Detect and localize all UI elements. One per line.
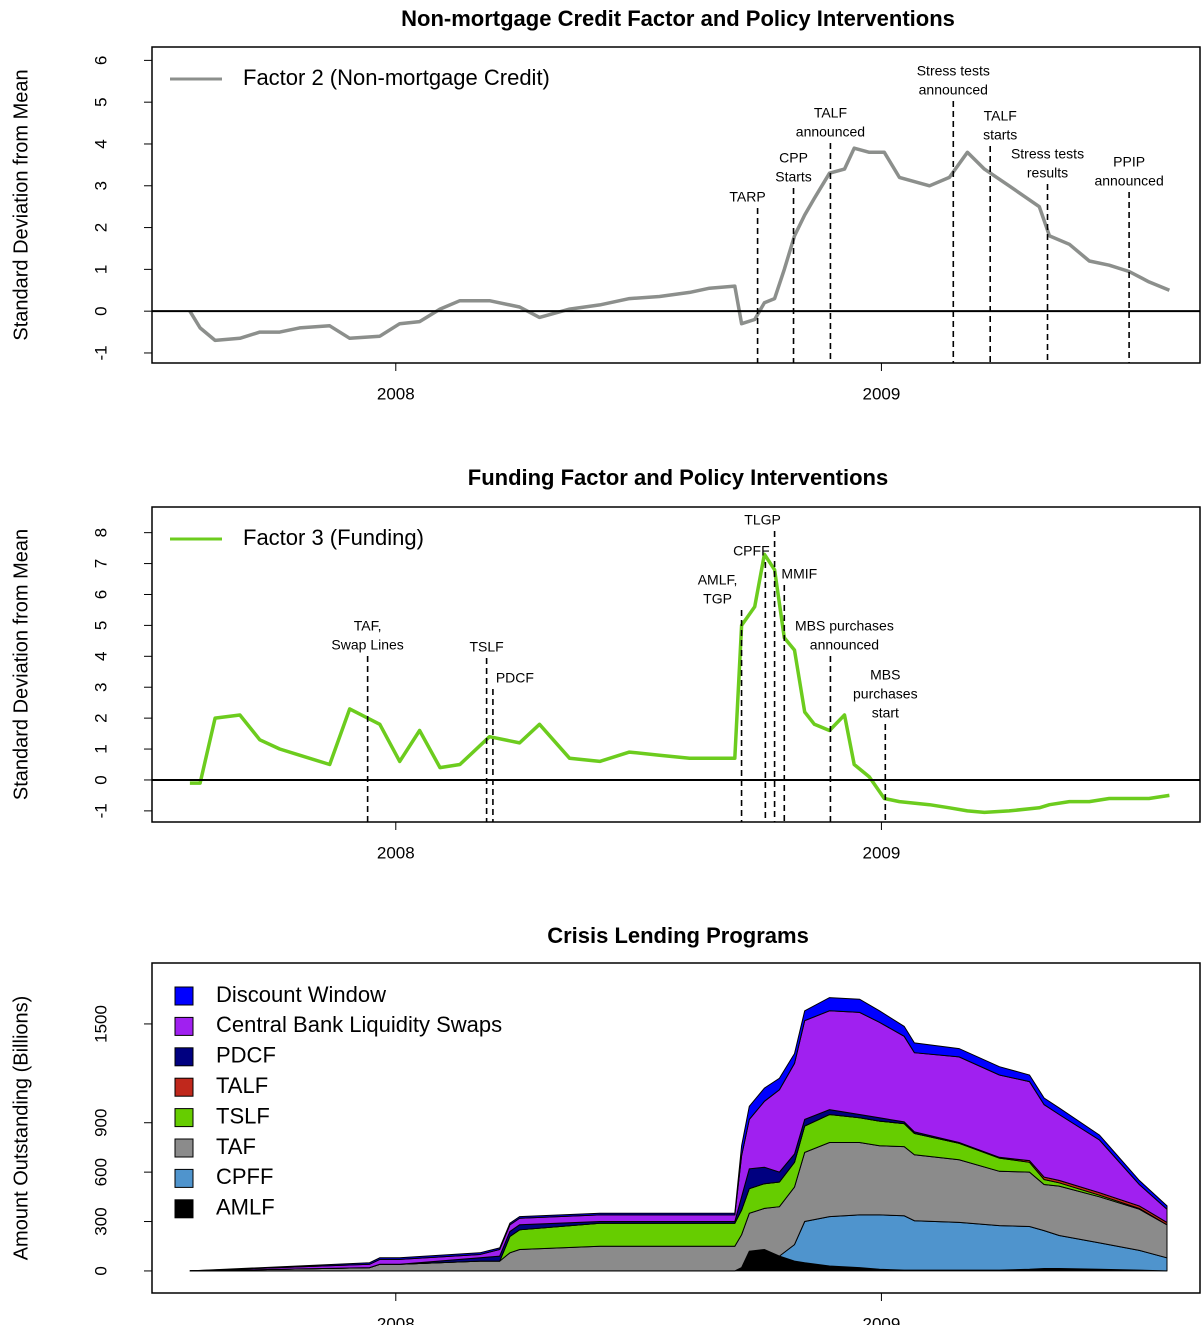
y-tick-label: 8 bbox=[91, 528, 110, 537]
legend-label: Factor 2 (Non-mortgage Credit) bbox=[243, 65, 550, 90]
y-tick-label: 300 bbox=[91, 1207, 110, 1235]
annotation-label: announced bbox=[796, 124, 865, 140]
y-tick-label: 6 bbox=[91, 56, 110, 65]
y-tick-label: 0 bbox=[91, 306, 110, 315]
y-tick-label: 1500 bbox=[91, 1005, 110, 1043]
legend-label: Discount Window bbox=[216, 982, 386, 1007]
legend-swatch bbox=[174, 1168, 194, 1188]
y-tick-label: 0 bbox=[91, 775, 110, 784]
legend-swatch bbox=[174, 1108, 194, 1128]
legend-label: TAF bbox=[216, 1134, 256, 1159]
legend-label: AMLF bbox=[216, 1195, 275, 1220]
y-axis-label: Amount Outstanding (Billions) bbox=[10, 996, 32, 1261]
annotation-label: results bbox=[1027, 165, 1068, 181]
annotation-label: starts bbox=[983, 127, 1017, 143]
annotation-label: MMIF bbox=[781, 566, 817, 582]
annotation-label: Stress tests bbox=[1011, 146, 1084, 162]
y-tick-label: 0 bbox=[91, 1266, 110, 1275]
legend-label: PDCF bbox=[216, 1043, 276, 1068]
y-tick-label: 5 bbox=[91, 97, 110, 106]
legend-label: Central Bank Liquidity Swaps bbox=[216, 1012, 502, 1037]
plot-frame bbox=[151, 962, 1201, 1294]
y-tick-label: 2 bbox=[91, 713, 110, 722]
annotation-label: MBS bbox=[870, 667, 900, 683]
y-tick-label: 4 bbox=[91, 139, 110, 148]
annotation-label: TSLF bbox=[469, 639, 503, 655]
annotation-label: TLGP bbox=[744, 512, 781, 528]
legend-swatch bbox=[174, 986, 194, 1006]
y-axis-label: Standard Deviation from Mean bbox=[10, 69, 32, 340]
y-tick-label: 4 bbox=[91, 652, 110, 661]
x-tick-label: 2008 bbox=[377, 843, 415, 862]
area-segment bbox=[189, 997, 1168, 1272]
annotation-label: PPIP bbox=[1113, 154, 1145, 170]
annotation-label: TGP bbox=[703, 591, 732, 607]
annotation-label: TALF bbox=[814, 105, 847, 121]
y-tick-label: -1 bbox=[91, 803, 110, 818]
y-tick-label: 6 bbox=[91, 590, 110, 599]
x-tick-label: 2009 bbox=[863, 1314, 901, 1325]
y-tick-label: 3 bbox=[91, 181, 110, 190]
annotation-label: Starts bbox=[775, 169, 812, 185]
annotation-label: start bbox=[872, 705, 899, 721]
y-tick-label: 600 bbox=[91, 1158, 110, 1186]
annotation-label: announced bbox=[919, 82, 988, 98]
chart-title: Crisis Lending Programs bbox=[547, 923, 809, 948]
x-tick-label: 2008 bbox=[377, 1314, 415, 1325]
annotation-label: purchases bbox=[853, 686, 918, 702]
legend-label: CPFF bbox=[216, 1164, 273, 1189]
annotation-label: TAF, bbox=[354, 618, 382, 634]
legend-label: TSLF bbox=[216, 1103, 270, 1128]
chart-title: Funding Factor and Policy Interventions bbox=[468, 465, 888, 490]
y-tick-label: 7 bbox=[91, 559, 110, 568]
y-tick-label: 5 bbox=[91, 621, 110, 630]
x-tick-label: 2008 bbox=[377, 384, 415, 403]
plot-frame bbox=[151, 46, 1201, 364]
legend-swatch bbox=[174, 1016, 194, 1036]
legend-swatch bbox=[174, 1138, 194, 1158]
y-tick-label: 2 bbox=[91, 223, 110, 232]
legend-label: Factor 3 (Funding) bbox=[243, 525, 424, 550]
annotation-label: AMLF, bbox=[698, 572, 738, 588]
factor-line bbox=[189, 552, 1170, 815]
x-tick-label: 2009 bbox=[863, 384, 901, 403]
annotation-label: Swap Lines bbox=[331, 637, 403, 653]
annotation-label: TALF bbox=[984, 108, 1017, 124]
legend-swatch bbox=[174, 1047, 194, 1067]
annotation-label: MBS purchases bbox=[795, 618, 894, 634]
annotation-label: Stress tests bbox=[917, 63, 990, 79]
annotation-label: announced bbox=[810, 637, 879, 653]
y-tick-label: 3 bbox=[91, 682, 110, 691]
y-tick-label: 1 bbox=[91, 744, 110, 753]
annotation-label: CPP bbox=[779, 150, 808, 166]
y-tick-label: 900 bbox=[91, 1109, 110, 1137]
legend-swatch bbox=[174, 1199, 194, 1219]
legend-swatch bbox=[174, 1077, 194, 1097]
legend-label: TALF bbox=[216, 1073, 268, 1098]
factor-line bbox=[188, 146, 1171, 343]
annotation-label: announced bbox=[1094, 173, 1163, 189]
y-axis-label: Standard Deviation from Mean bbox=[10, 529, 32, 800]
annotation-label: PDCF bbox=[496, 670, 534, 686]
chart-title: Non-mortgage Credit Factor and Policy In… bbox=[401, 6, 955, 31]
x-tick-label: 2009 bbox=[863, 843, 901, 862]
y-tick-label: 1 bbox=[91, 265, 110, 274]
plot-frame bbox=[151, 506, 1201, 823]
annotation-label: CPFF bbox=[733, 543, 770, 559]
annotation-label: TARP bbox=[729, 189, 765, 205]
y-tick-label: -1 bbox=[91, 345, 110, 360]
